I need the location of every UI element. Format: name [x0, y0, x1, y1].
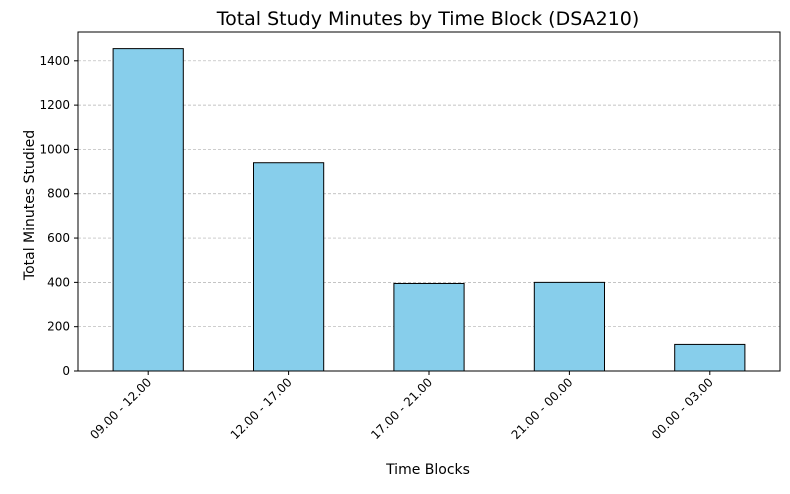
x-tick-label: 21.00 - 00.00 [509, 375, 576, 442]
bar [112, 48, 184, 372]
x-tick-label: 12.00 - 17.00 [228, 375, 295, 442]
bar [533, 281, 605, 372]
y-tick-label: 1000 [39, 142, 70, 156]
bars [112, 48, 746, 372]
y-tick-label: 400 [47, 275, 70, 289]
x-tick-label: 00.00 - 03.00 [649, 375, 716, 442]
x-axis-label: Time Blocks [385, 462, 470, 478]
y-axis-label: Total Minutes Studied [22, 130, 38, 281]
y-axis-ticks: 0 200 400 600 800 1000 1200 1400 [39, 54, 78, 378]
y-tick-label: 200 [47, 320, 70, 334]
y-tick-label: 600 [47, 231, 70, 245]
y-tick-label: 1400 [39, 54, 70, 68]
y-tick-label: 800 [47, 187, 70, 201]
x-tick-label: 09.00 - 12.00 [87, 375, 154, 442]
y-gridlines [78, 60, 780, 328]
chart-title: Total Study Minutes by Time Block (DSA21… [216, 8, 640, 30]
bar [253, 162, 325, 372]
y-tick-label: 1200 [39, 98, 70, 112]
y-tick-label: 0 [62, 364, 70, 378]
bar [674, 343, 746, 372]
x-axis-ticks: 09.00 - 12.00 12.00 - 17.00 17.00 - 21.00 2… [87, 371, 716, 442]
bar [393, 282, 465, 372]
x-tick-label: 17.00 - 21.00 [368, 375, 435, 442]
